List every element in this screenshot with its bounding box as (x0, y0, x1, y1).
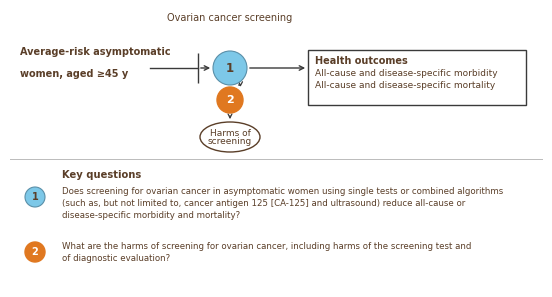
Text: women, aged ≥45 y: women, aged ≥45 y (20, 69, 128, 79)
Text: Average-risk asymptomatic: Average-risk asymptomatic (20, 47, 171, 57)
Text: Harms of: Harms of (210, 129, 251, 138)
Text: All-cause and disease-specific mortality: All-cause and disease-specific mortality (315, 81, 495, 90)
Text: 1: 1 (31, 192, 39, 202)
FancyBboxPatch shape (308, 50, 526, 105)
Text: All-cause and disease-specific morbidity: All-cause and disease-specific morbidity (315, 69, 497, 78)
Circle shape (213, 51, 247, 85)
Circle shape (25, 187, 45, 207)
Circle shape (217, 87, 243, 113)
Text: Health outcomes: Health outcomes (315, 56, 408, 66)
Circle shape (25, 242, 45, 262)
FancyArrowPatch shape (228, 114, 232, 118)
Text: Ovarian cancer screening: Ovarian cancer screening (167, 13, 293, 23)
Text: screening: screening (208, 138, 252, 146)
Text: 2: 2 (226, 95, 234, 105)
Text: What are the harms of screening for ovarian cancer, including harms of the scree: What are the harms of screening for ovar… (62, 242, 471, 263)
Text: 1: 1 (226, 61, 234, 75)
Text: Does screening for ovarian cancer in asymptomatic women using single tests or co: Does screening for ovarian cancer in asy… (62, 187, 503, 220)
Text: Key questions: Key questions (62, 170, 141, 180)
Text: 2: 2 (31, 247, 39, 257)
FancyArrowPatch shape (238, 82, 242, 86)
